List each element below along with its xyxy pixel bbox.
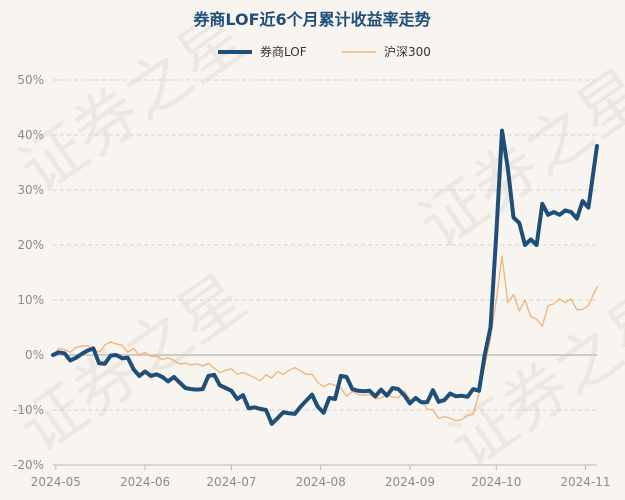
y-tick-label: 10% xyxy=(17,293,44,307)
y-tick-label: 0% xyxy=(25,348,44,362)
watermark-text: 证券之星 xyxy=(437,276,625,483)
grid xyxy=(53,79,597,466)
legend: 券商LOF 沪深300 xyxy=(218,44,431,59)
legend-label-0: 券商LOF xyxy=(260,44,307,59)
series-line-1 xyxy=(52,255,598,422)
y-tick-label: -10% xyxy=(13,403,44,417)
watermark-text: 证券之星 xyxy=(7,1,259,208)
x-tick-label: 2024-08 xyxy=(296,475,346,489)
x-tick-label: 2024-11 xyxy=(560,475,610,489)
series-line-0 xyxy=(51,128,599,426)
y-tick-label: 40% xyxy=(17,128,44,142)
chart-title: 券商LOF近6个月累计收益率走势 xyxy=(192,10,430,29)
x-tick-label: 2024-10 xyxy=(471,475,521,489)
y-tick-label: 30% xyxy=(17,183,44,197)
y-axis: -20% -10% 0% 10% 20% 30% 40% 50% xyxy=(13,73,44,472)
x-tick-label: 2024-05 xyxy=(31,475,81,489)
y-tick-label: -20% xyxy=(13,458,44,472)
legend-label-1: 沪深300 xyxy=(384,45,431,59)
watermark-text: 证券之星 xyxy=(407,56,625,263)
x-tick-label: 2024-07 xyxy=(206,475,256,489)
x-tick-label: 2024-09 xyxy=(385,475,435,489)
x-axis: 2024-05 2024-06 2024-07 2024-08 2024-09 2024-… xyxy=(31,464,611,489)
y-tick-label: 50% xyxy=(17,73,44,87)
x-tick-label: 2024-06 xyxy=(120,475,170,489)
y-tick-label: 20% xyxy=(17,238,44,252)
series-layer xyxy=(51,128,599,426)
